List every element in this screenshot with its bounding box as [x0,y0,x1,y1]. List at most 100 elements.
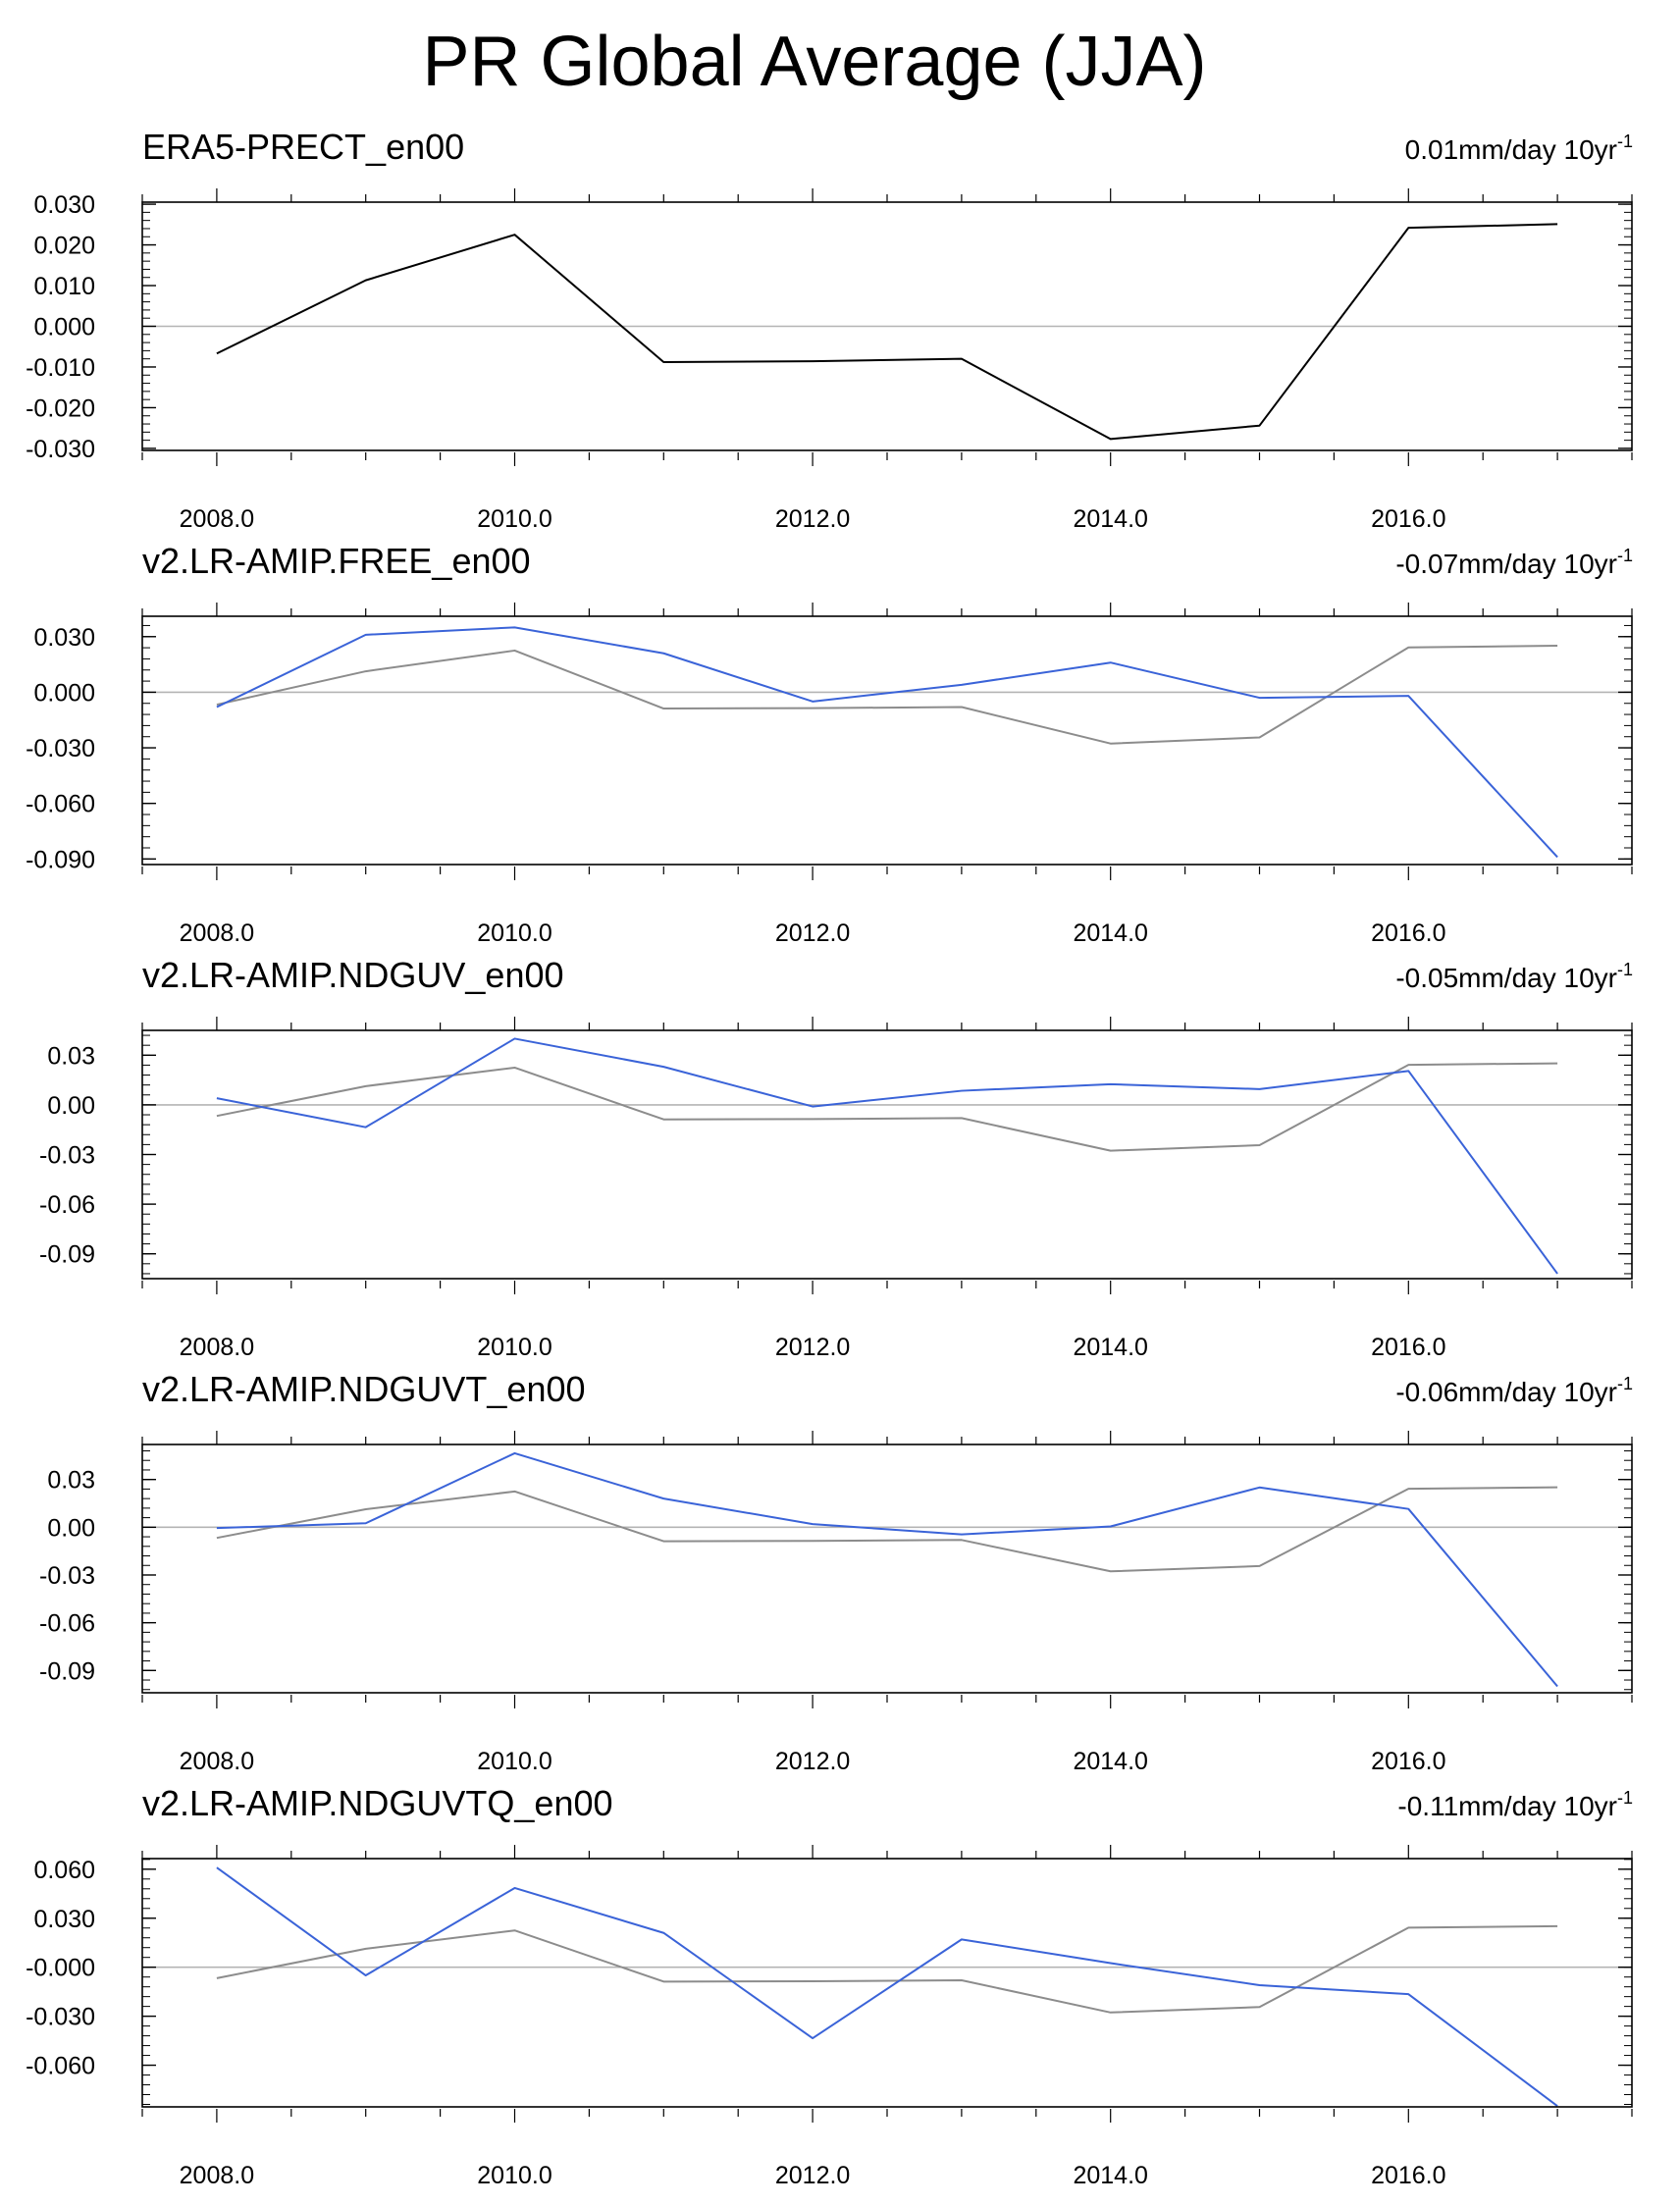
trend-value: -0.06 [1395,1377,1459,1407]
y-tick-label: 0.030 [33,191,95,219]
y-tick-label: -0.030 [26,2004,95,2031]
trend-annotation: -0.06mm/day 10yr-1 [1395,1374,1633,1409]
trend-exponent: -1 [1616,960,1633,979]
x-tick-label: 2008.0 [180,1334,254,1361]
trend-annotation: -0.07mm/day 10yr-1 [1395,546,1633,581]
trend-unit: mm/day 10yr [1458,1377,1617,1407]
trend-exponent: -1 [1616,1788,1633,1808]
y-tick-label: 0.060 [33,1857,95,1884]
y-tick-label: -0.09 [39,1657,95,1685]
x-tick-label: 2010.0 [477,2162,551,2189]
x-tick-label: 2010.0 [477,1334,551,1361]
x-tick-label: 2008.0 [180,919,254,947]
y-tick-label: -0.060 [26,791,95,818]
y-tick-label: 0.020 [33,233,95,260]
y-tick-label: -0.09 [39,1241,95,1269]
x-tick-label: 2016.0 [1371,505,1445,533]
panel-title: v2.LR-AMIP.FREE_en00 [142,541,531,581]
plot-frame [141,1858,1633,2108]
series-line-model [216,1037,1558,1275]
panel-ndguv: 0.03 0.00 -0.03 -0.06 -0.09 2008.0 2010.0 2012.… [0,956,1680,1368]
x-tick-label: 2008.0 [180,505,254,533]
y-tick-label: -0.090 [26,846,95,873]
x-tick-label: 2012.0 [775,2162,850,2189]
plot-area: 0.03 0.00 -0.03 -0.06 -0.09 2008.0 2010.0 2012.… [39,1017,1633,1361]
panel-title: v2.LR-AMIP.NDGUV_en00 [142,955,564,995]
x-tick-label: 2012.0 [775,919,850,947]
x-tick-label: 2012.0 [775,1748,850,1775]
plot-frame [141,1444,1633,1694]
y-tick-label: -0.020 [26,394,95,422]
y-tick-label: 0.030 [33,624,95,652]
series-line-model [216,1866,1558,2107]
plot-area: 0.030 0.000 -0.030 -0.060 -0.090 2008.0 2010.0… [26,603,1633,947]
y-tick-label: 0.00 [47,1514,95,1542]
x-tick-label: 2016.0 [1371,2162,1445,2189]
trend-unit: mm/day 10yr [1458,963,1617,993]
series-line-reference [216,223,1558,441]
x-tick-label: 2010.0 [477,919,551,947]
y-tick-label: 0.000 [33,679,95,707]
y-tick-label: -0.030 [26,735,95,762]
y-tick-label: -0.000 [26,1955,95,1982]
panel-title: ERA5-PRECT_en00 [142,127,465,167]
series-line-model [216,626,1558,859]
plot-area: 0.03 0.00 -0.03 -0.06 -0.09 2008.0 2010.0 2012.… [39,1431,1633,1775]
trend-unit: mm/day 10yr [1458,1791,1617,1821]
y-tick-label: -0.010 [26,354,95,382]
x-tick-label: 2014.0 [1073,1748,1147,1775]
y-tick-label: 0.010 [33,273,95,300]
trend-value: 0.01 [1404,134,1459,165]
y-tick-label: 0.03 [47,1042,95,1070]
panel-era5-prect: 0.030 0.020 0.010 0.000 -0.010 -0.020 -0.030 20… [0,128,1680,540]
y-tick-label: -0.030 [26,436,95,463]
series-line-reference [216,645,1558,745]
x-tick-label: 2014.0 [1073,1334,1147,1361]
y-tick-label: -0.060 [26,2053,95,2080]
x-tick-label: 2008.0 [180,1748,254,1775]
y-tick-label: -0.06 [39,1191,95,1219]
trend-exponent: -1 [1616,1374,1633,1393]
x-tick-label: 2010.0 [477,505,551,533]
trend-annotation: 0.01mm/day 10yr-1 [1404,132,1633,167]
trend-annotation: -0.11mm/day 10yr-1 [1397,1788,1633,1823]
plot-frame [141,201,1633,451]
plot-frame [141,1029,1633,1280]
series-line-reference [216,1062,1558,1152]
plot-area: 0.030 0.020 0.010 0.000 -0.010 -0.020 -0.030 20… [26,188,1633,533]
y-tick-label: -0.03 [39,1562,95,1590]
y-tick-label: -0.06 [39,1610,95,1638]
x-tick-label: 2010.0 [477,1748,551,1775]
y-tick-label: 0.000 [33,314,95,341]
panel-ndguvtq: 0.060 0.030 -0.000 -0.030 -0.060 2008.0 2010.0… [0,1784,1680,2196]
x-tick-label: 2014.0 [1073,919,1147,947]
x-tick-label: 2016.0 [1371,1748,1445,1775]
y-tick-label: -0.03 [39,1142,95,1170]
x-tick-label: 2012.0 [775,505,850,533]
panel-ndguvt: 0.03 0.00 -0.03 -0.06 -0.09 2008.0 2010.0 2012.… [0,1370,1680,1782]
panel-title: v2.LR-AMIP.NDGUVTQ_en00 [142,1783,613,1823]
plot-area: 0.060 0.030 -0.000 -0.030 -0.060 2008.0 2010.0… [26,1845,1633,2189]
y-tick-label: 0.00 [47,1092,95,1120]
y-tick-label: 0.030 [33,1906,95,1933]
trend-annotation: -0.05mm/day 10yr-1 [1395,960,1633,995]
x-tick-label: 2014.0 [1073,505,1147,533]
trend-unit: mm/day 10yr [1458,549,1617,579]
series-line-reference [216,1486,1558,1573]
trend-exponent: -1 [1616,546,1633,565]
x-tick-label: 2008.0 [180,2162,254,2189]
series-line-model [216,1451,1558,1688]
plot-frame [141,615,1633,866]
figure-title: PR Global Average (JJA) [422,23,1207,101]
trend-value: -0.05 [1395,963,1459,993]
panel-title: v2.LR-AMIP.NDGUVT_en00 [142,1369,586,1409]
series-line-reference [216,1924,1558,2014]
trend-value: -0.07 [1395,549,1459,579]
x-tick-label: 2016.0 [1371,919,1445,947]
trend-unit: mm/day 10yr [1458,134,1617,165]
x-tick-label: 2016.0 [1371,1334,1445,1361]
x-tick-label: 2014.0 [1073,2162,1147,2189]
trend-value: -0.11 [1397,1791,1459,1821]
y-tick-label: 0.03 [47,1467,95,1495]
